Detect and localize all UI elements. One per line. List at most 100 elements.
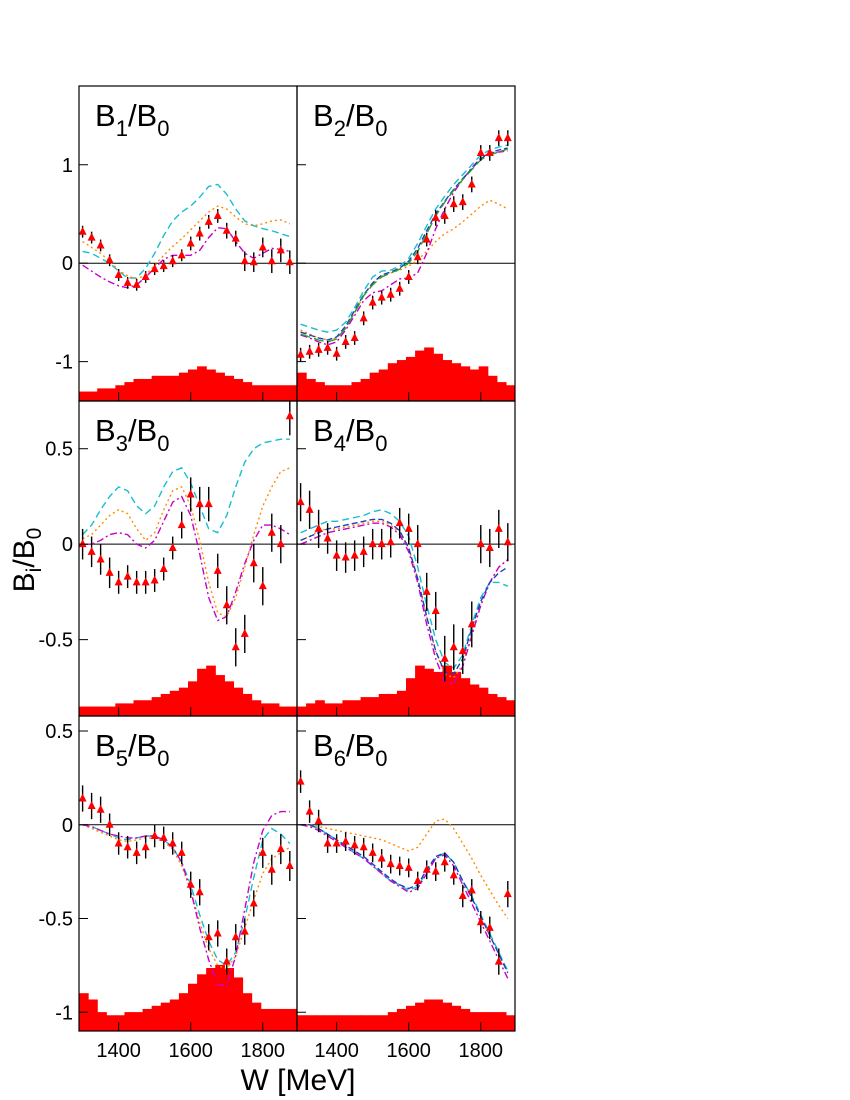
histogram-bar (351, 382, 362, 401)
panel-label-sub1: 3 (116, 431, 128, 456)
x-tick-label: 1800 (241, 1040, 286, 1062)
histogram-bar (324, 703, 334, 716)
data-point (350, 550, 359, 559)
y-axis-title-sub: i (23, 568, 46, 573)
data-point (276, 245, 285, 254)
y-tick-label: -0.5 (39, 630, 73, 652)
histogram-bar (342, 700, 353, 716)
histogram-bar (88, 706, 98, 716)
curve-magenta (300, 522, 509, 685)
histogram-bar (197, 974, 207, 1031)
data-point (431, 212, 440, 221)
data-point (240, 256, 249, 265)
curve-green (300, 148, 509, 343)
data-point (79, 793, 87, 802)
curve-cyan (300, 144, 508, 333)
histogram-bar (306, 703, 316, 716)
data-point (141, 842, 150, 851)
data-point (276, 844, 285, 853)
histogram-bar (315, 382, 325, 401)
histogram-bar (424, 668, 434, 716)
panel-label-sub2: 0 (157, 116, 169, 141)
data-point (96, 240, 105, 249)
panel-label-main: B (95, 98, 116, 133)
data-point (368, 847, 377, 856)
data-point (114, 577, 123, 586)
histogram-bar (178, 372, 189, 401)
histogram-bar (233, 977, 244, 1031)
histogram-bar (215, 372, 225, 401)
data-point (440, 210, 449, 219)
histogram-bar (106, 706, 116, 716)
panel-label: B2/B0 (313, 98, 387, 141)
histogram-bar (297, 372, 307, 401)
curve-orange (82, 824, 291, 970)
data-point (422, 234, 431, 243)
data-point (297, 776, 305, 785)
data-point (413, 252, 422, 261)
data-point (458, 197, 467, 206)
data-point (213, 928, 222, 937)
panel-label-main: B (313, 728, 334, 763)
histogram-bar (460, 678, 471, 716)
histogram-bar (169, 375, 180, 401)
y-tick-label: -0.5 (39, 909, 73, 931)
histogram-bar (306, 1015, 316, 1031)
histogram-bar (160, 375, 171, 401)
data-point (467, 179, 476, 188)
data-point (195, 887, 204, 896)
data-point (168, 256, 177, 265)
y-axis-title-tail-sub: 0 (23, 528, 46, 540)
data-point (159, 564, 168, 572)
data-point (186, 879, 195, 888)
histogram-bar (496, 697, 507, 716)
curve-magenta (82, 810, 290, 987)
y-tick-label: 0.5 (45, 439, 73, 461)
data-point (240, 628, 249, 637)
data-point (231, 932, 240, 941)
histogram-bar (396, 690, 407, 716)
histogram-bar (496, 1012, 507, 1031)
panel-label-main: B (95, 413, 116, 448)
histogram-bar (242, 693, 253, 716)
panel-label: B5/B0 (95, 728, 169, 771)
panel-label: B1/B0 (95, 98, 169, 141)
histogram-bar (442, 360, 453, 401)
panel-label-main: B (95, 728, 116, 763)
curve-orange (300, 818, 509, 919)
data-point (132, 577, 141, 586)
data-point (503, 889, 512, 898)
histogram-bar (124, 382, 135, 401)
histogram-bar (315, 700, 325, 716)
data-point (395, 861, 404, 869)
histogram-bar (396, 360, 407, 401)
histogram-bar (424, 999, 434, 1031)
histogram-bar (333, 385, 344, 401)
panel-label-sub1: 6 (334, 746, 346, 771)
data-point (503, 537, 512, 546)
panel-label-main: B (313, 413, 334, 448)
data-point (285, 861, 294, 869)
panel-label-sub1: 4 (334, 431, 346, 456)
data-point (258, 581, 267, 590)
data-point (305, 504, 314, 513)
data-point (404, 271, 413, 280)
panel-plot-area (297, 483, 515, 716)
panel-label-sub2: 0 (157, 431, 169, 456)
histogram-bar (505, 700, 515, 716)
histogram-bar (142, 378, 153, 401)
data-point (177, 250, 186, 259)
data-point (222, 956, 231, 965)
panel-2: B2/B0 (296, 85, 516, 402)
data-point (431, 866, 440, 875)
data-point (231, 233, 240, 242)
histogram-bar (97, 1012, 107, 1031)
data-point (213, 565, 222, 574)
data-point (485, 147, 494, 156)
data-point (249, 898, 258, 907)
panel-label-mid: /B (346, 98, 375, 133)
histogram-bar (360, 697, 371, 716)
data-point (222, 600, 231, 609)
histogram-bar (433, 999, 443, 1031)
data-point (476, 917, 485, 926)
